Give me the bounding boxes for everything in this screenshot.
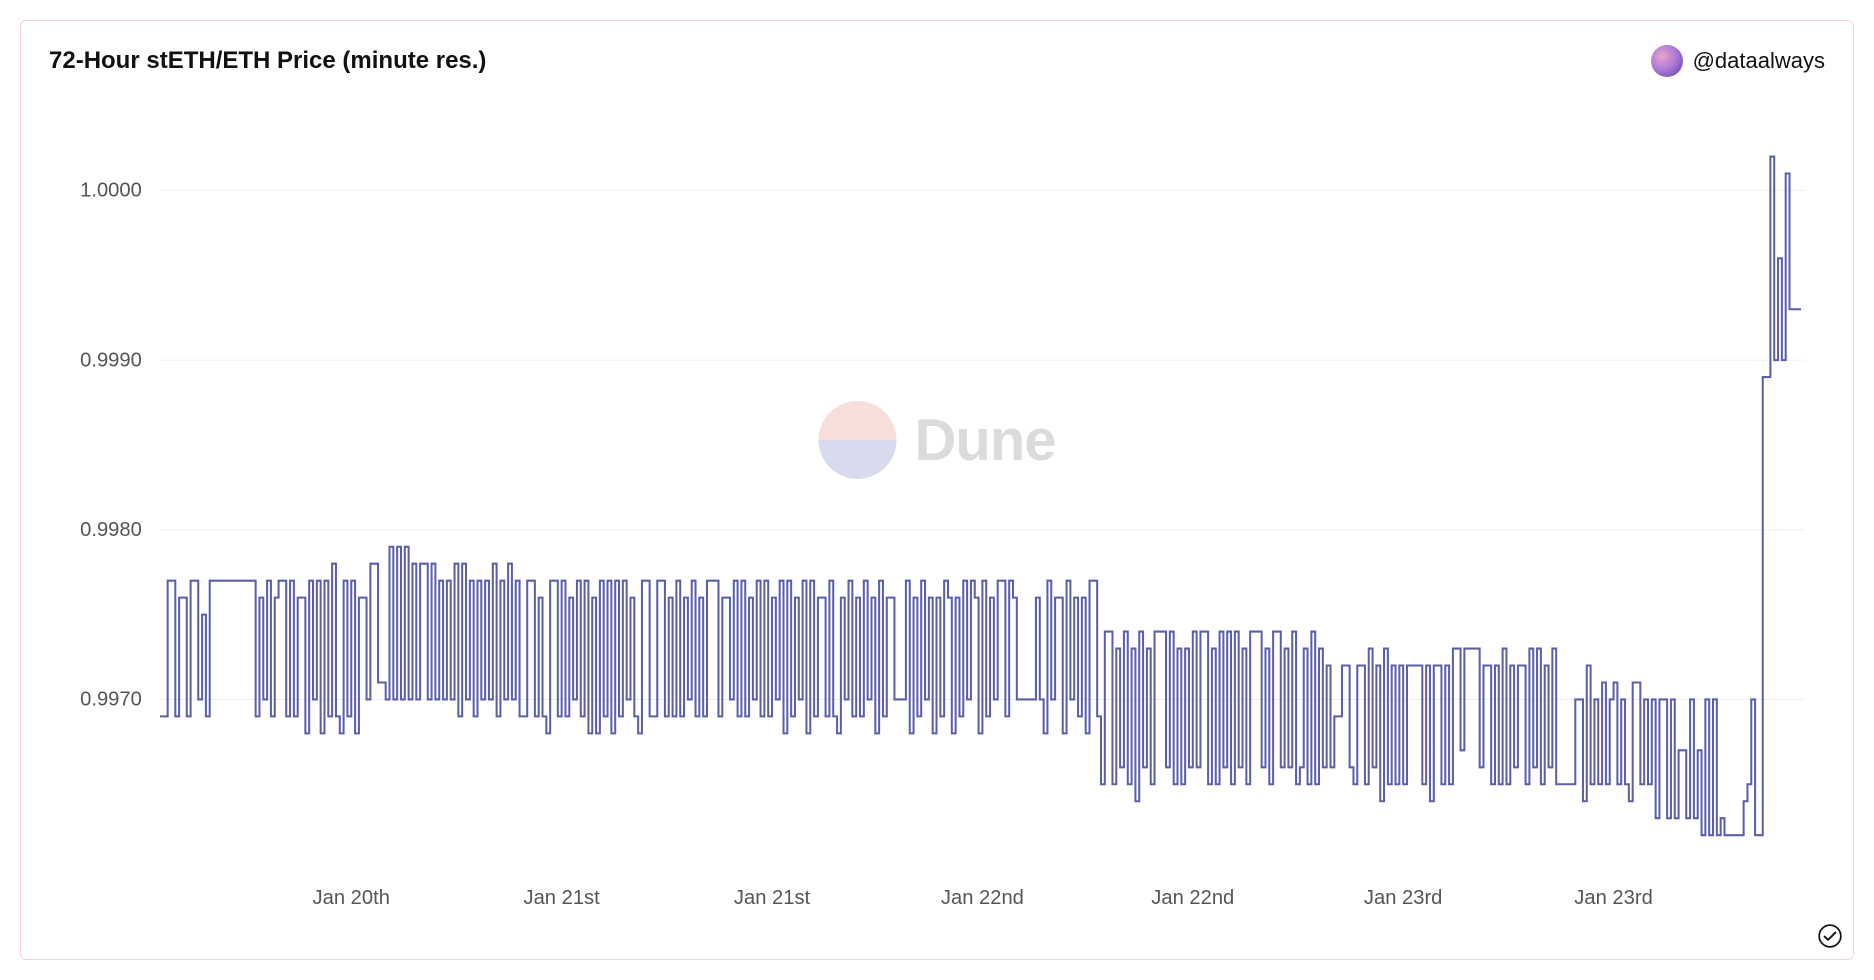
chart-svg: 0.9970 0.9980 0.9990 1.0000 Jan 20th Jan 21st… [49, 85, 1825, 931]
svg-text:Jan 21st: Jan 21st [734, 887, 811, 909]
chart-header: 72-Hour stETH/ETH Price (minute res.) @d… [49, 45, 1825, 77]
svg-text:Jan 22nd: Jan 22nd [1151, 887, 1234, 909]
svg-text:0.9970: 0.9970 [80, 688, 142, 710]
svg-text:0.9980: 0.9980 [80, 519, 142, 541]
chart-title: 72-Hour stETH/ETH Price (minute res.) [49, 47, 486, 75]
verified-check-icon [1817, 923, 1843, 949]
plot-area: Dune 0.99700.99800.99901.0000Jan 20thJan… [49, 85, 1825, 931]
svg-text:Jan 22nd: Jan 22nd [941, 887, 1024, 909]
author-avatar [1651, 45, 1683, 77]
svg-text:1.0000: 1.0000 [80, 179, 142, 201]
svg-text:Jan 23rd: Jan 23rd [1574, 887, 1652, 909]
svg-text:Jan 23rd: Jan 23rd [1364, 887, 1442, 909]
svg-text:Jan 20th: Jan 20th [313, 887, 390, 909]
svg-text:Jan 21st: Jan 21st [524, 887, 601, 909]
svg-text:0.9990: 0.9990 [80, 349, 142, 371]
chart-card: 72-Hour stETH/ETH Price (minute res.) @d… [20, 20, 1854, 960]
author-handle: @dataalways [1693, 48, 1825, 74]
author-block[interactable]: @dataalways [1651, 45, 1825, 77]
